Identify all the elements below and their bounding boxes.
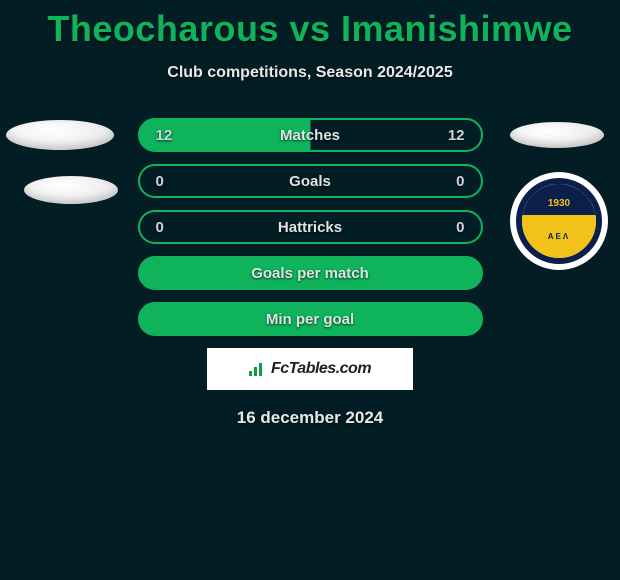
- stat-label: Min per goal: [266, 311, 354, 328]
- stat-right-value: 0: [443, 219, 465, 236]
- stat-left-value: 12: [156, 127, 178, 144]
- date-label: 16 december 2024: [0, 408, 620, 428]
- stat-right-value: 0: [443, 173, 465, 190]
- badge-year: 1930: [548, 198, 570, 209]
- footer-brand-box[interactable]: FcTables.com: [207, 348, 413, 390]
- stat-row-goals: 0 Goals 0: [138, 164, 483, 198]
- stat-row-matches: 12 Matches 12: [138, 118, 483, 152]
- badge-text: AEΛ: [548, 232, 570, 241]
- stat-left-value: 0: [156, 173, 178, 190]
- brand-text: FcTables.com: [271, 360, 371, 378]
- bars-icon: [249, 362, 267, 376]
- stat-left-value: 0: [156, 219, 178, 236]
- player-left-photo-placeholder: [6, 120, 114, 150]
- player-left-club-placeholder: [24, 176, 118, 204]
- page-title: Theocharous vs Imanishimwe: [0, 0, 620, 50]
- stat-label: Matches: [280, 127, 340, 144]
- stat-row-hattricks: 0 Hattricks 0: [138, 210, 483, 244]
- fctables-logo: FcTables.com: [249, 360, 371, 378]
- stat-label: Goals per match: [251, 265, 369, 282]
- stat-row-min-per-goal: Min per goal: [138, 302, 483, 336]
- player-right-photo-placeholder: [510, 122, 604, 148]
- club-badge: 1930 AEΛ: [510, 172, 608, 270]
- stat-right-value: 12: [443, 127, 465, 144]
- stat-row-goals-per-match: Goals per match: [138, 256, 483, 290]
- stat-label: Hattricks: [278, 219, 342, 236]
- subtitle: Club competitions, Season 2024/2025: [0, 64, 620, 82]
- stat-label: Goals: [289, 173, 331, 190]
